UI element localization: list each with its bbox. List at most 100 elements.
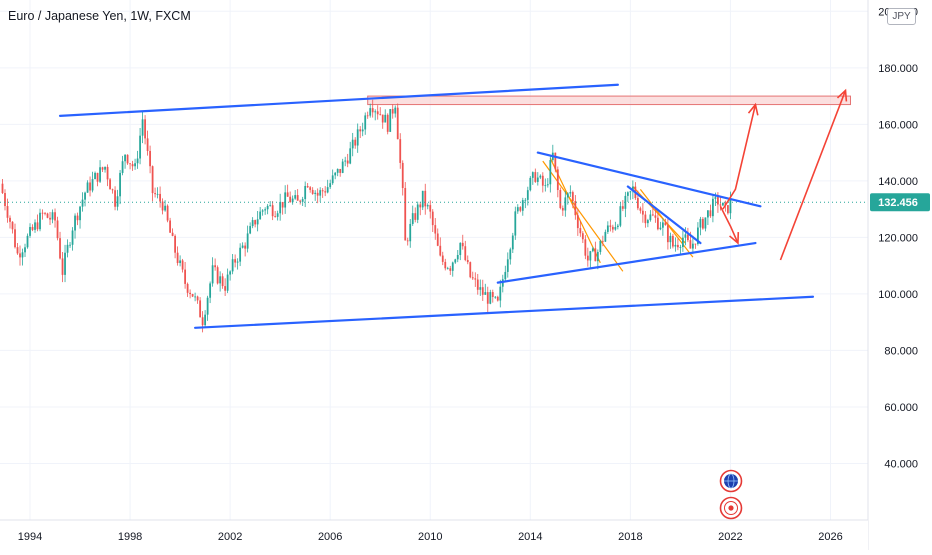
y-tick-label: 120.000 [878,232,918,244]
candle-body [719,204,722,206]
candle-body [126,154,129,164]
candle-body [541,175,544,186]
candle-body [41,212,44,214]
candle-body [429,205,432,212]
candle-body [471,277,474,279]
candle-body [371,108,374,113]
x-tick-label: 2026 [818,531,842,543]
candle-body [506,259,509,272]
candle-body [697,227,699,245]
candle-body [346,160,349,164]
icons [719,469,743,520]
candle-body [194,296,197,298]
candle-body [91,179,94,191]
candle-body [684,234,687,238]
candle-body [606,225,609,232]
pullback-arrow-short [719,205,739,244]
candle-body [159,193,161,202]
fib-line-4 [639,188,694,258]
candle-body [334,172,337,176]
y-tick-label: 180.000 [878,63,918,75]
candle-body [16,247,19,254]
candle-body [681,237,684,247]
candle-body [444,261,447,269]
candle-body [44,213,46,214]
candle-body [459,242,462,255]
globe-icon[interactable] [719,469,743,493]
candle-body [1,183,4,194]
candle-body [671,235,674,247]
candle-body [169,220,171,233]
candle-body [436,233,439,246]
bullish-arrow-short [722,104,757,210]
candle-body [224,286,227,291]
candle-body [631,186,634,192]
candle-body [184,269,187,284]
candle-body [476,279,479,290]
candle-body [309,187,312,190]
last-price-label: 132.456 [878,197,918,209]
candle-body [324,191,327,193]
record-icon[interactable] [719,496,743,520]
candle-body [409,223,412,242]
candle-body [106,166,109,180]
candle-body [326,187,329,193]
candle-body [294,195,297,199]
candle-body [279,201,282,214]
candle-body [609,225,612,227]
candle-body [494,296,497,298]
candle-body [181,260,184,270]
candle-body [136,158,139,164]
candle-body [391,109,394,114]
candle-body [281,201,284,208]
y-tick-label: 140.000 [878,176,918,188]
candle-body [556,169,559,190]
y-tick-label: 40.000 [884,458,918,470]
candle-body [539,175,542,178]
candle-body [306,186,309,188]
grid [0,0,868,520]
bullish-arrow-short-head [747,102,759,116]
candle-body [566,193,569,198]
candle-body [261,210,264,212]
pullback-arrow-short-head [729,232,740,245]
y-tick-label: 60.000 [884,402,918,414]
candle-body [274,216,277,217]
candle-body [161,201,164,211]
candle-body [481,287,484,295]
candle-body [661,222,664,228]
candle-body [331,175,334,184]
candle-body [199,300,202,318]
candle-body [596,251,599,262]
x-tick-label: 2010 [418,531,442,543]
candle-body [191,294,194,297]
candle-body [709,210,712,217]
candle-body [311,189,314,194]
drawings-front[interactable] [0,83,868,329]
candle-body [674,244,677,247]
candle-body [139,135,141,159]
candle-body [504,271,507,280]
candle-body [134,163,136,167]
candle-body [379,114,382,116]
candle-body [289,196,292,203]
candle-body [19,253,21,258]
candle-body [656,217,659,230]
candle-body [214,265,217,268]
candle-body [266,205,269,210]
candle-body [176,252,179,264]
fib-line-2 [542,160,624,272]
y-tick-label: 100.000 [878,289,918,301]
candle-body [119,172,121,197]
candle-body [99,167,101,182]
candle-body [474,278,477,280]
currency-badge[interactable]: JPY [887,8,916,25]
candle-body [116,196,119,207]
candle-body [521,200,524,211]
candle-body [621,206,624,209]
candle-body [714,197,717,199]
upper-channel-line [58,83,619,117]
candle-body [51,212,54,220]
